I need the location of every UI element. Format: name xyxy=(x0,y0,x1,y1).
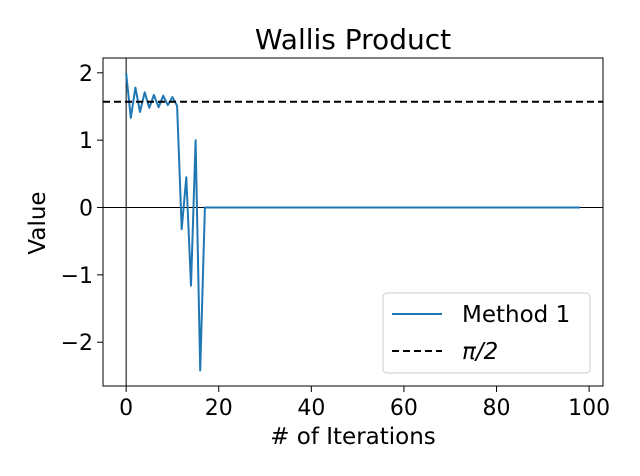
axis-ticks: 0 20 40 60 80 100 2 1 0 −1 −2 xyxy=(61,62,611,421)
x-tick-label: 40 xyxy=(297,396,325,421)
x-tick-label: 100 xyxy=(568,396,610,421)
x-tick-label: 20 xyxy=(205,396,233,421)
x-tick-label: 80 xyxy=(483,396,511,421)
legend: Method 1 π/2 xyxy=(382,292,591,374)
plot-frame xyxy=(102,57,604,387)
y-tick-label: 1 xyxy=(79,129,93,154)
plot-area xyxy=(103,58,603,386)
y-axis-label: Value xyxy=(25,191,51,254)
chart-title: Wallis Product xyxy=(255,23,451,56)
y-tick-label: −2 xyxy=(61,331,93,356)
x-tick-label: 0 xyxy=(119,396,133,421)
y-tick-label: 2 xyxy=(79,62,93,87)
method-1-line xyxy=(125,72,580,372)
legend-label-pi-half: π/2 xyxy=(462,339,498,365)
legend-label-method-1: Method 1 xyxy=(462,302,570,328)
y-tick-label: −1 xyxy=(61,264,93,289)
x-axis-label: # of Iterations xyxy=(270,424,436,450)
x-tick-label: 60 xyxy=(390,396,418,421)
y-tick-label: 0 xyxy=(79,197,93,222)
